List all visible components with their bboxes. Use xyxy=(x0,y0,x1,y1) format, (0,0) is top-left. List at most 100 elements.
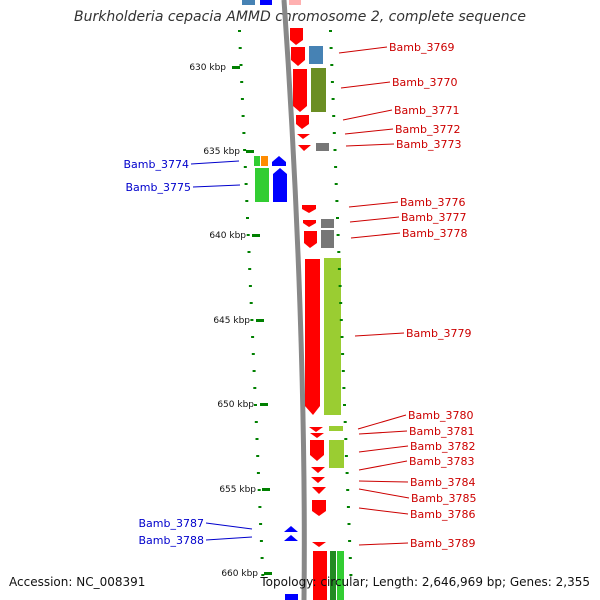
guide-dot xyxy=(341,370,345,372)
gene-arrow-bamb-3772 xyxy=(297,134,310,139)
guide-dot xyxy=(339,302,343,304)
scale-tick xyxy=(260,403,268,406)
label-leader-line xyxy=(338,46,388,54)
gene-box-bamb-3779 xyxy=(324,258,341,415)
guide-dot xyxy=(334,183,338,185)
guide-dot xyxy=(239,64,243,66)
gene-label: Bamb_3774 xyxy=(124,158,189,171)
guide-dot xyxy=(332,115,336,117)
guide-dot xyxy=(344,438,348,440)
scale-tick-label: 645 kbp xyxy=(213,316,250,326)
gene-labels-right: Bamb_3769 Bamb_3770 Bamb_3771 Bamb_3772 Bamb… xyxy=(338,41,476,550)
label-leader-line xyxy=(358,542,409,546)
guide-dot xyxy=(243,149,247,151)
label-leader-line xyxy=(350,232,401,239)
gene-label: Bamb_3788 xyxy=(139,534,204,547)
guide-dot xyxy=(238,47,242,49)
scale-tick xyxy=(264,572,272,575)
gene-arrow-bamb-3789 xyxy=(312,542,326,547)
dotted-guide-tracks xyxy=(238,30,353,576)
guide-dot xyxy=(329,47,333,49)
guide-dot xyxy=(337,251,341,253)
guide-dot xyxy=(256,455,260,457)
gene-box-bamb-3769 xyxy=(309,46,323,64)
guide-dot xyxy=(341,353,345,355)
guide-dot xyxy=(340,336,344,338)
guide-dot xyxy=(336,217,339,219)
guide-dot xyxy=(337,268,341,270)
label-leader-line xyxy=(205,522,253,530)
guide-dot xyxy=(329,30,332,32)
guide-dot xyxy=(343,404,346,406)
label-leader-line xyxy=(358,445,409,453)
gene-box-bamb-3774-b xyxy=(261,156,268,166)
gene-box-bamb-3773 xyxy=(316,143,329,151)
guide-dot xyxy=(249,302,253,304)
guide-dot xyxy=(254,404,257,406)
scale-tick xyxy=(252,234,260,237)
guide-dot xyxy=(245,200,249,202)
guide-dot xyxy=(335,200,339,202)
guide-dot xyxy=(256,472,260,474)
guide-dot xyxy=(238,30,241,32)
gene-arrow xyxy=(242,0,255,5)
guide-dot xyxy=(253,387,257,389)
guide-dot xyxy=(346,506,350,508)
guide-dot xyxy=(347,523,351,525)
guide-dot xyxy=(339,319,343,321)
label-leader-line xyxy=(358,430,408,435)
gene-labels-left: Bamb_3774 Bamb_3775 Bamb_3787 Bamb_3788 xyxy=(124,158,253,547)
chromosome-backbone xyxy=(281,0,307,600)
gene-box xyxy=(285,594,298,600)
guide-dot xyxy=(330,81,334,83)
label-leader-line xyxy=(358,480,409,483)
scale-axis: 630 kbp 635 kbp 640 kbp 645 kbp 650 kbp 655 k… xyxy=(189,63,272,579)
label-leader-line xyxy=(357,414,407,430)
guide-dot xyxy=(244,183,248,185)
gene-box-bamb-3775 xyxy=(255,168,269,202)
label-leader-line xyxy=(358,488,410,499)
gene-arrow-bamb-3783 xyxy=(311,467,325,473)
label-leader-line xyxy=(345,143,395,147)
gene-arrow-bamb-3769 xyxy=(291,47,305,66)
gene-label: Bamb_3773 xyxy=(396,138,461,151)
scale-tick xyxy=(262,488,270,491)
guide-dot xyxy=(248,268,252,270)
gene-box-bamb-3780 xyxy=(329,426,343,431)
guide-dot xyxy=(240,81,244,83)
label-leader-line xyxy=(340,81,391,89)
scale-tick-label: 630 kbp xyxy=(189,63,226,73)
guide-dot xyxy=(332,132,336,134)
guide-dot xyxy=(259,540,263,542)
label-leader-line xyxy=(344,128,394,135)
gene-box-bamb-3774-a xyxy=(254,156,260,166)
guide-dot xyxy=(251,336,255,338)
guide-dot xyxy=(334,166,338,168)
gene-arrow-bamb-3770 xyxy=(293,69,307,112)
gene-arrow-bamb-3785 xyxy=(312,487,326,494)
gene-box xyxy=(337,551,344,600)
gene-label: Bamb_3776 xyxy=(400,196,465,209)
scale-tick-label: 635 kbp xyxy=(203,147,240,157)
gene-label: Bamb_3771 xyxy=(394,104,459,117)
gene-arrow xyxy=(313,551,327,600)
gene-label: Bamb_3777 xyxy=(401,211,466,224)
gene-arrow-bamb-3777 xyxy=(303,220,316,227)
map-title: Burkholderia cepacia AMMD chromosome 2, … xyxy=(74,9,526,25)
guide-dot xyxy=(247,251,251,253)
guide-dot xyxy=(343,421,347,423)
guide-dot xyxy=(257,489,261,491)
gene-label: Bamb_3789 xyxy=(410,537,475,550)
guide-dot xyxy=(338,285,342,287)
label-leader-line xyxy=(205,536,253,541)
guide-dot xyxy=(251,353,255,355)
guide-dot xyxy=(348,557,352,559)
guide-dot xyxy=(246,217,249,219)
gene-arrow-bamb-3774 xyxy=(272,156,286,166)
gene-arrow-bamb-3771 xyxy=(296,115,309,129)
gene-arrow-bamb-3788 xyxy=(284,535,298,541)
scale-tick-label: 655 kbp xyxy=(219,485,256,495)
guide-dot xyxy=(242,132,246,134)
